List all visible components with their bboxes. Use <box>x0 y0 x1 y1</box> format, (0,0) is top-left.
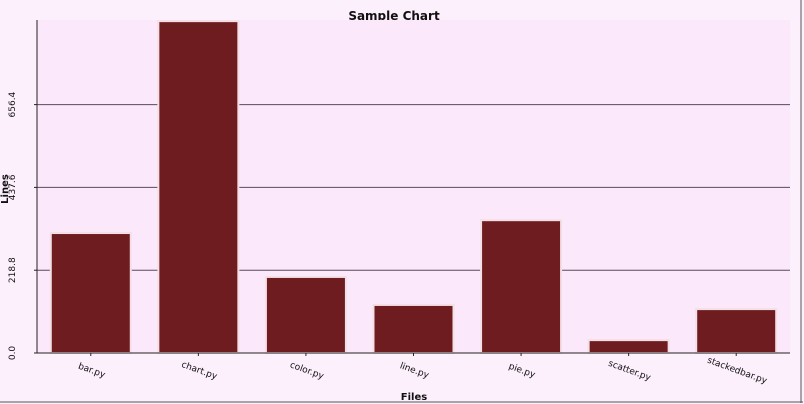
y-tick-label: 218.8 <box>8 257 18 283</box>
bar <box>480 219 563 354</box>
bar <box>587 339 670 355</box>
plot-background <box>37 20 790 353</box>
bar <box>695 308 778 355</box>
bar <box>157 20 240 355</box>
y-tick-label: 0.0 <box>8 346 18 361</box>
y-tick-label: 656.4 <box>8 91 18 117</box>
x-axis-label: Files <box>401 392 427 403</box>
bar <box>49 232 132 354</box>
y-tick-label: 437.6 <box>8 174 18 200</box>
bar <box>264 275 347 354</box>
bar <box>372 303 455 354</box>
y-axis-label: Lines <box>0 174 11 204</box>
chart-title: Sample Chart <box>348 9 440 23</box>
